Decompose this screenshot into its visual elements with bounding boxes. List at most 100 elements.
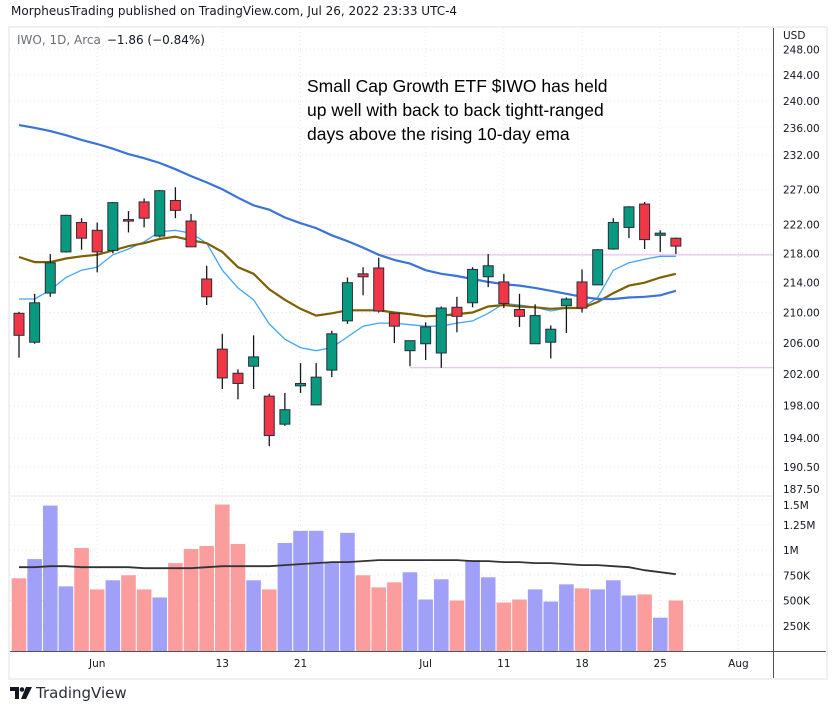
candle [451,296,463,333]
candle-body [592,249,604,286]
candle-body [435,307,447,354]
volume-bar [230,543,246,651]
volume-bar [449,600,465,651]
volume-bar [340,532,355,651]
price-tick-label: 206.00 [783,338,820,350]
candle-body [388,312,400,327]
volume-bar [512,599,527,651]
candle [60,214,72,253]
volume-bar [465,560,480,651]
candle [357,267,369,296]
candle-body [201,278,213,298]
candle [185,213,197,248]
price-tick-label: 190.50 [783,462,820,474]
volume-bar [293,530,308,651]
time-tick-label: 13 [216,658,229,670]
volume-bar [496,602,512,651]
candle [154,190,166,238]
volume-bar [387,582,402,651]
candle-body [654,232,666,236]
volume-tick-label: 250K [783,621,811,633]
volume-bar [246,580,261,651]
volume-axis[interactable]: 1.5M 1.25M 1M 750K 500K 250K [783,500,815,633]
candle-body [29,302,41,343]
candle-body [122,219,134,222]
price-tick-label: 222.00 [783,220,820,232]
candle [513,293,525,327]
candle-body [545,328,557,343]
volume-bar [590,589,605,651]
price-tick-label: 218.00 [783,248,820,260]
volume-bar [261,589,277,651]
time-tick-label: Aug [728,658,749,670]
ma50-line [18,124,677,301]
time-tick-label: Jul [418,658,432,670]
candle-body [310,376,322,406]
price-change: −1.86 (−0.84%) [106,33,205,47]
candle [529,304,541,345]
volume-bar [574,588,590,651]
volume-ma-line [19,559,676,576]
candle-body [76,221,88,239]
candle-body [513,309,525,317]
time-axis[interactable]: Jun 13 21 Jul 11 18 25 Aug [88,658,749,670]
volume-bar [621,595,637,651]
candle [670,237,682,255]
volume-bar [42,505,58,651]
candle-body [138,201,150,219]
candles [13,187,682,447]
candle-body [169,200,181,211]
volume-bar [559,584,574,651]
volume-tick-label: 750K [783,570,811,582]
candle [482,254,494,288]
price-tick-label: 210.00 [783,308,820,320]
candle [623,206,635,239]
candle-body [607,221,619,250]
candle [467,267,479,308]
candle-body [576,281,588,309]
candle [592,249,604,286]
price-tick-label: 244.00 [783,70,820,82]
price-axis[interactable]: 248.00 244.00 240.00 236.00 232.00 227.00 222.… [783,44,820,496]
candle-body [248,356,260,367]
candle-body [467,268,479,304]
candle-body [263,395,275,437]
price-tick-label: 202.00 [783,369,820,381]
volume-tick-label: 1.5M [783,500,809,512]
volume-bar [606,580,621,651]
candle [373,257,385,313]
candle-body [91,229,103,253]
volume-bar [183,548,199,651]
candle [435,306,447,368]
candle [13,311,25,358]
candle-body [482,265,494,278]
price-tick-label: 248.00 [783,44,820,56]
annotation-text[interactable]: Small Cap Growth ETF $IWO has held up we… [307,74,608,146]
candle-body [341,282,353,322]
candle-body [451,306,463,317]
candle [138,198,150,228]
volume-bar [136,589,152,651]
candle-body [107,202,119,251]
candle-body [623,206,635,228]
candle-body [373,267,385,312]
time-tick-label: 21 [294,658,307,670]
candle [420,322,432,360]
symbol-legend[interactable]: IWO, 1D, Arca −1.86 (−0.84%) [17,33,205,47]
candle [560,297,572,334]
candle [122,211,134,233]
candle [607,218,619,250]
candle-body [216,348,228,379]
candle [76,218,88,250]
price-tick-label: 198.00 [783,401,820,413]
volume-tick-label: 1M [783,545,799,557]
tradingview-brand: TradingView [36,684,127,702]
candle-body [279,409,291,425]
candle [295,363,307,393]
candle [404,340,416,367]
volume-tick-label: 500K [783,596,811,608]
candle [639,201,651,250]
price-tick-label: 240.00 [783,96,820,108]
price-tick-label: 194.00 [783,433,820,445]
